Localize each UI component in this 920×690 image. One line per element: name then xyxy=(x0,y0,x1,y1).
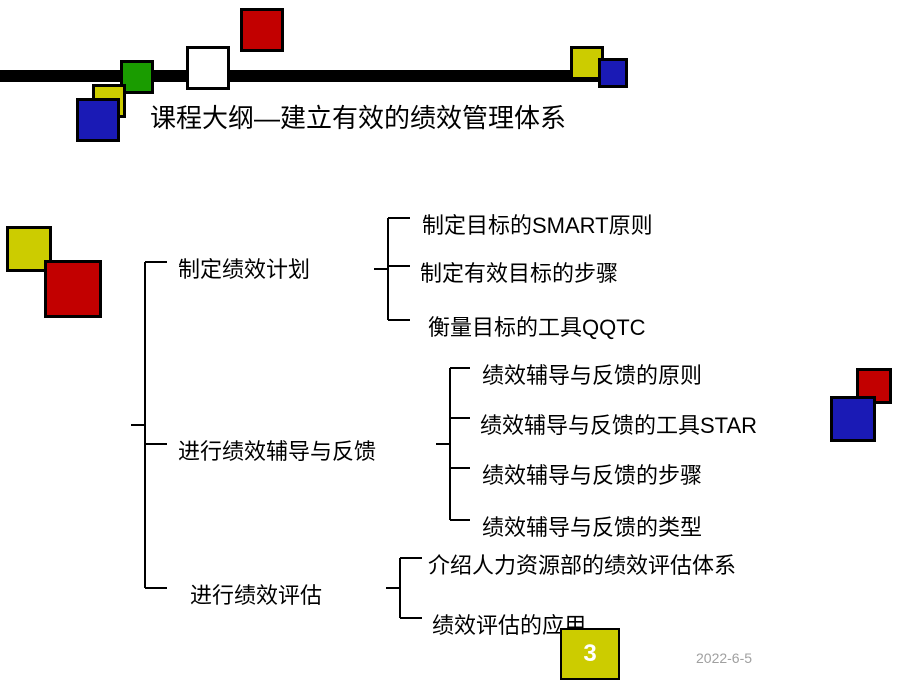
bracket-path xyxy=(374,218,410,320)
child-label-0-0: 制定目标的SMART原则 xyxy=(422,208,653,240)
bracket-path xyxy=(386,558,422,618)
node-label-1: 进行绩效辅导与反馈 xyxy=(178,434,376,466)
page-number: 3 xyxy=(562,640,618,668)
child-label-0-1: 制定有效目标的步骤 xyxy=(420,256,618,288)
bracket-path xyxy=(131,262,167,588)
child-label-1-3: 绩效辅导与反馈的类型 xyxy=(482,510,702,542)
root-bracket xyxy=(0,0,920,690)
node-label-0: 制定绩效计划 xyxy=(178,252,310,284)
child-label-1-0: 绩效辅导与反馈的原则 xyxy=(482,358,702,390)
child-label-1-2: 绩效辅导与反馈的步骤 xyxy=(482,458,702,490)
date-label: 2022-6-5 xyxy=(696,650,752,666)
child-label-1-1: 绩效辅导与反馈的工具STAR xyxy=(480,408,757,440)
child-label-2-0: 介绍人力资源部的绩效评估体系 xyxy=(428,548,736,580)
page-number-box: 3 xyxy=(560,628,620,680)
child-label-0-2: 衡量目标的工具QQTC xyxy=(428,310,646,342)
node-label-2: 进行绩效评估 xyxy=(190,578,322,610)
bracket-path xyxy=(436,368,470,520)
